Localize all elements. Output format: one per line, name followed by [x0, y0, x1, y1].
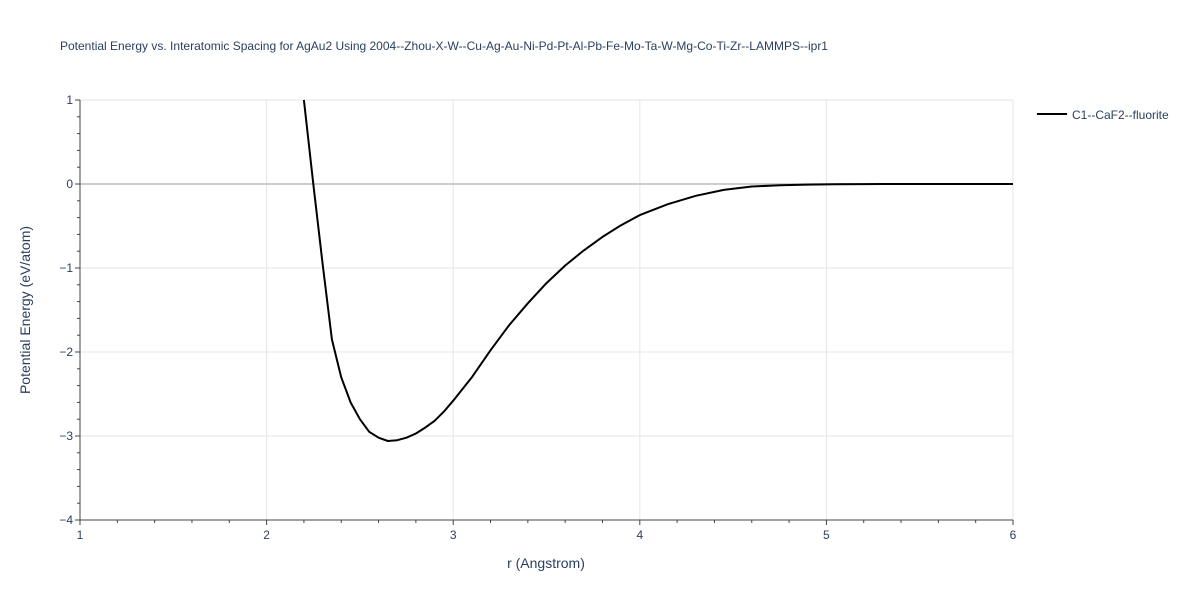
x-tick-label: 5 [823, 528, 830, 542]
chart-title: Potential Energy vs. Interatomic Spacing… [60, 39, 828, 53]
legend-label: C1--CaF2--fluorite [1072, 108, 1169, 122]
y-tick-label: 0 [66, 177, 73, 191]
x-tick-label: 3 [450, 528, 457, 542]
y-tick-label: 1 [66, 93, 73, 107]
legend[interactable]: C1--CaF2--fluorite [1037, 108, 1169, 122]
series-line [302, 99, 1013, 442]
x-tick-label: 6 [1010, 528, 1017, 542]
y-tick-label: −2 [59, 345, 73, 359]
x-tick-label: 1 [77, 528, 84, 542]
y-axis-title: Potential Energy (eV/atom) [17, 226, 33, 394]
y-tick-label: −4 [59, 513, 73, 527]
y-tick-label: −1 [59, 261, 73, 275]
series-layer [302, 99, 1013, 442]
x-tick-label: 2 [263, 528, 270, 542]
x-axis-title: r (Angstrom) [507, 555, 585, 571]
x-tick-label: 4 [636, 528, 643, 542]
grid [80, 99, 1014, 520]
axis-ticks: 1 2 3 4 5 6 1 0 −1 −2 −3 −4 [59, 93, 1016, 542]
y-tick-label: −3 [59, 429, 73, 443]
